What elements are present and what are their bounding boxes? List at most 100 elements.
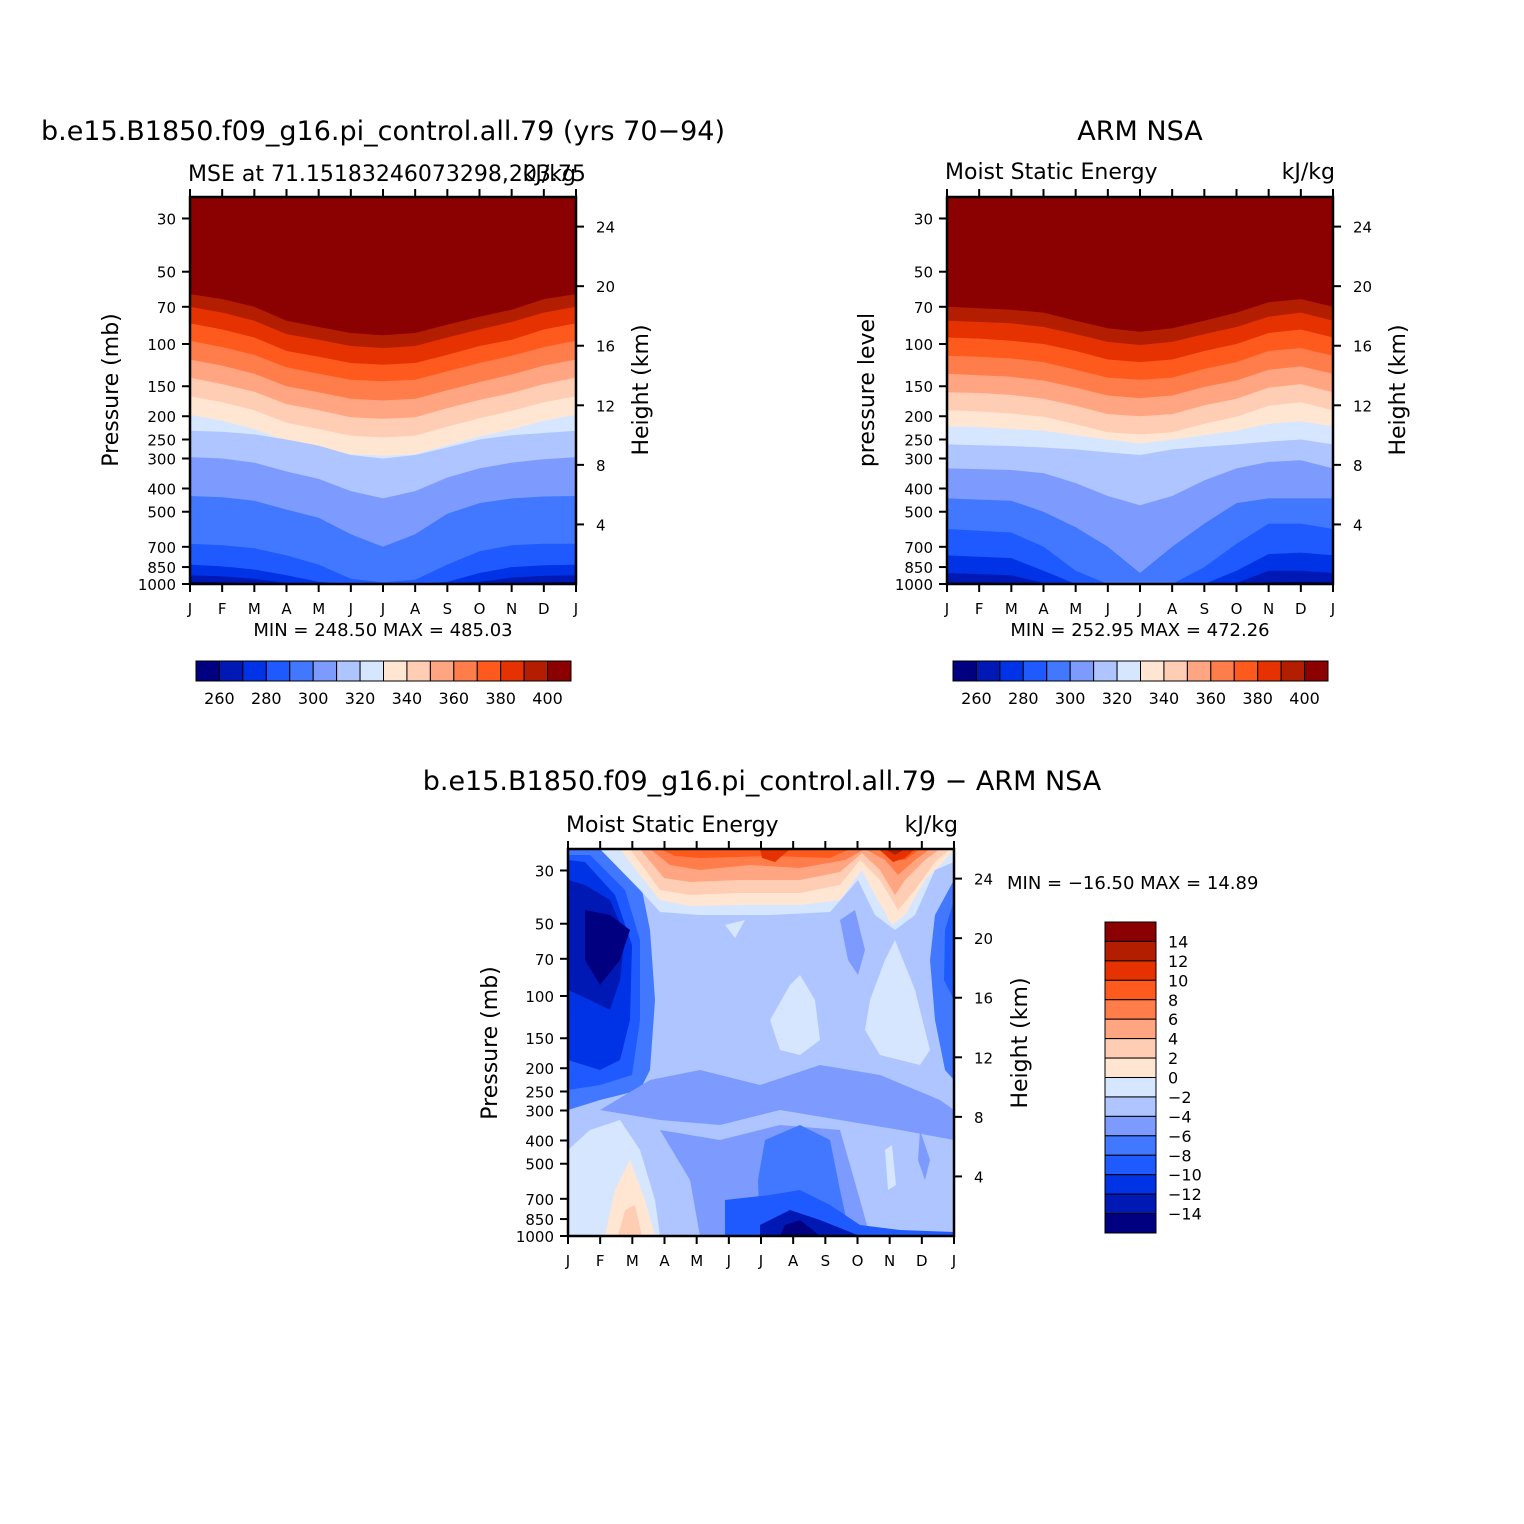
model-xtick-label: A xyxy=(281,600,292,618)
obs-colorbar-box xyxy=(1069,660,1095,682)
obs-ytick-label: 400 xyxy=(904,480,933,498)
model-contour-plot xyxy=(190,197,576,584)
diff-ytick-label: 1000 xyxy=(516,1228,554,1246)
obs-colorbar-box xyxy=(1304,660,1329,682)
model-colorbar-box xyxy=(336,660,361,682)
obs-ytick-label: 70 xyxy=(914,299,933,317)
obs-xtick-label: A xyxy=(1167,600,1178,618)
diff-colorbar-box xyxy=(1104,960,1157,981)
panel-model: b.e15.B1850.f09_g16.pi_control.all.79 (y… xyxy=(41,116,725,708)
obs-colorbar-box xyxy=(1186,660,1212,682)
model-ytick-right-label: 8 xyxy=(596,457,606,475)
obs-ylabel: pressure level xyxy=(855,313,880,467)
diff-ytick-label: 50 xyxy=(535,916,554,934)
obs-ytick-label: 700 xyxy=(904,539,933,557)
obs-ytick-right-label: 4 xyxy=(1353,516,1363,534)
model-colorbar-box xyxy=(476,660,502,682)
obs-colorbar-box xyxy=(1233,660,1259,682)
model-ytick-label: 150 xyxy=(147,378,176,396)
obs-colorbar-box xyxy=(1022,660,1048,682)
diff-colorbar-box xyxy=(1104,940,1157,962)
obs-colorbar-label: 380 xyxy=(1242,689,1273,708)
diff-colorbar-box xyxy=(1104,1096,1157,1117)
model-xtick-label: M xyxy=(312,600,325,618)
diff-colorbar-label: 6 xyxy=(1168,1010,1178,1029)
obs-colorbar-label: 400 xyxy=(1289,689,1320,708)
obs-ytick-right-label: 24 xyxy=(1353,219,1372,237)
model-ytick-label: 250 xyxy=(147,431,176,449)
obs-ytick-label: 50 xyxy=(914,264,933,282)
diff-ytick-label: 200 xyxy=(525,1060,554,1078)
diff-contour-plot xyxy=(568,849,954,1236)
obs-xtick-label: F xyxy=(975,600,984,618)
obs-colorbar-box xyxy=(999,660,1024,682)
obs-colorbar-box xyxy=(1046,660,1071,682)
diff-ytick-label: 700 xyxy=(525,1191,554,1209)
diff-xtick-label: A xyxy=(788,1252,799,1270)
obs-ytick-label: 850 xyxy=(904,559,933,577)
diff-xtick-label: D xyxy=(916,1252,928,1270)
diff-colorbar-label: −10 xyxy=(1168,1166,1202,1185)
model-colorbar-box xyxy=(218,660,244,682)
obs-colorbar-label: 320 xyxy=(1102,689,1133,708)
model-colorbar-label: 320 xyxy=(345,689,376,708)
diff-colorbar-label: −6 xyxy=(1168,1127,1192,1146)
diff-xtick-label: A xyxy=(659,1252,670,1270)
diff-colorbar-box xyxy=(1104,1193,1157,1215)
obs-colorbar-box xyxy=(1163,660,1188,682)
obs-colorbar-label: 300 xyxy=(1055,689,1086,708)
diff-xtick-label: N xyxy=(884,1252,895,1270)
obs-subtitle-right: kJ/kg xyxy=(1282,160,1335,185)
model-ytick-right-label: 16 xyxy=(596,338,615,356)
diff-colorbar-label: −8 xyxy=(1168,1146,1192,1165)
model-subtitle-left: MSE at 71.15183246073298,203.75 xyxy=(188,162,586,187)
model-contour-band xyxy=(190,564,576,584)
diff-colorbar-label: 12 xyxy=(1168,952,1188,971)
obs-colorbar-box xyxy=(1280,660,1306,682)
model-colorbar-box xyxy=(453,660,478,682)
model-colorbar: 260 280 300 320 340 360 380 400 xyxy=(195,660,572,708)
obs-colorbar-box xyxy=(975,660,1001,682)
model-colorbar-label: 260 xyxy=(204,689,235,708)
model-xtick-label: J xyxy=(380,600,385,618)
obs-ytick-right-label: 12 xyxy=(1353,397,1372,415)
model-ylabel-right: Height (km) xyxy=(629,324,654,455)
model-minmax: MIN = 248.50 MAX = 485.03 xyxy=(253,620,512,641)
model-xtick-label: D xyxy=(538,600,550,618)
diff-colorbar-box xyxy=(1104,1213,1157,1234)
obs-colorbar-label: 280 xyxy=(1008,689,1039,708)
obs-xtick-label: O xyxy=(1231,600,1243,618)
diff-colorbar-label: 8 xyxy=(1168,991,1178,1010)
obs-colorbar-label: 360 xyxy=(1196,689,1227,708)
diff-colorbar-box xyxy=(1104,921,1157,942)
obs-ytick-label: 150 xyxy=(904,378,933,396)
diff-xtick-label: S xyxy=(821,1252,831,1270)
obs-colorbar-label: 340 xyxy=(1149,689,1180,708)
model-xtick-label: J xyxy=(187,600,192,618)
model-colorbar-box xyxy=(312,660,338,682)
diff-ytick-right-label: 12 xyxy=(974,1049,993,1067)
diff-xtick-label: M xyxy=(690,1252,703,1270)
obs-xtick-label: J xyxy=(1105,600,1110,618)
model-ytick-label: 100 xyxy=(147,336,176,354)
model-xtick-label: N xyxy=(506,600,517,618)
model-colorbar-box xyxy=(383,660,408,682)
model-ytick-right-label: 12 xyxy=(596,397,615,415)
obs-ytick-label: 1000 xyxy=(895,576,933,594)
diff-ytick-label: 850 xyxy=(525,1211,554,1229)
obs-title: ARM NSA xyxy=(1077,116,1203,147)
obs-ytick-right-label: 8 xyxy=(1353,457,1363,475)
model-ytick-label: 850 xyxy=(147,559,176,577)
diff-subtitle-left: Moist Static Energy xyxy=(566,813,779,838)
diff-ytick-label: 100 xyxy=(525,988,554,1006)
obs-contour-plot xyxy=(947,197,1333,584)
obs-colorbar-label: 260 xyxy=(961,689,992,708)
obs-xtick-label: J xyxy=(1137,600,1142,618)
diff-ytick-label: 150 xyxy=(525,1030,554,1048)
diff-ytick-label: 250 xyxy=(525,1083,554,1101)
obs-xtick-label: S xyxy=(1200,600,1210,618)
